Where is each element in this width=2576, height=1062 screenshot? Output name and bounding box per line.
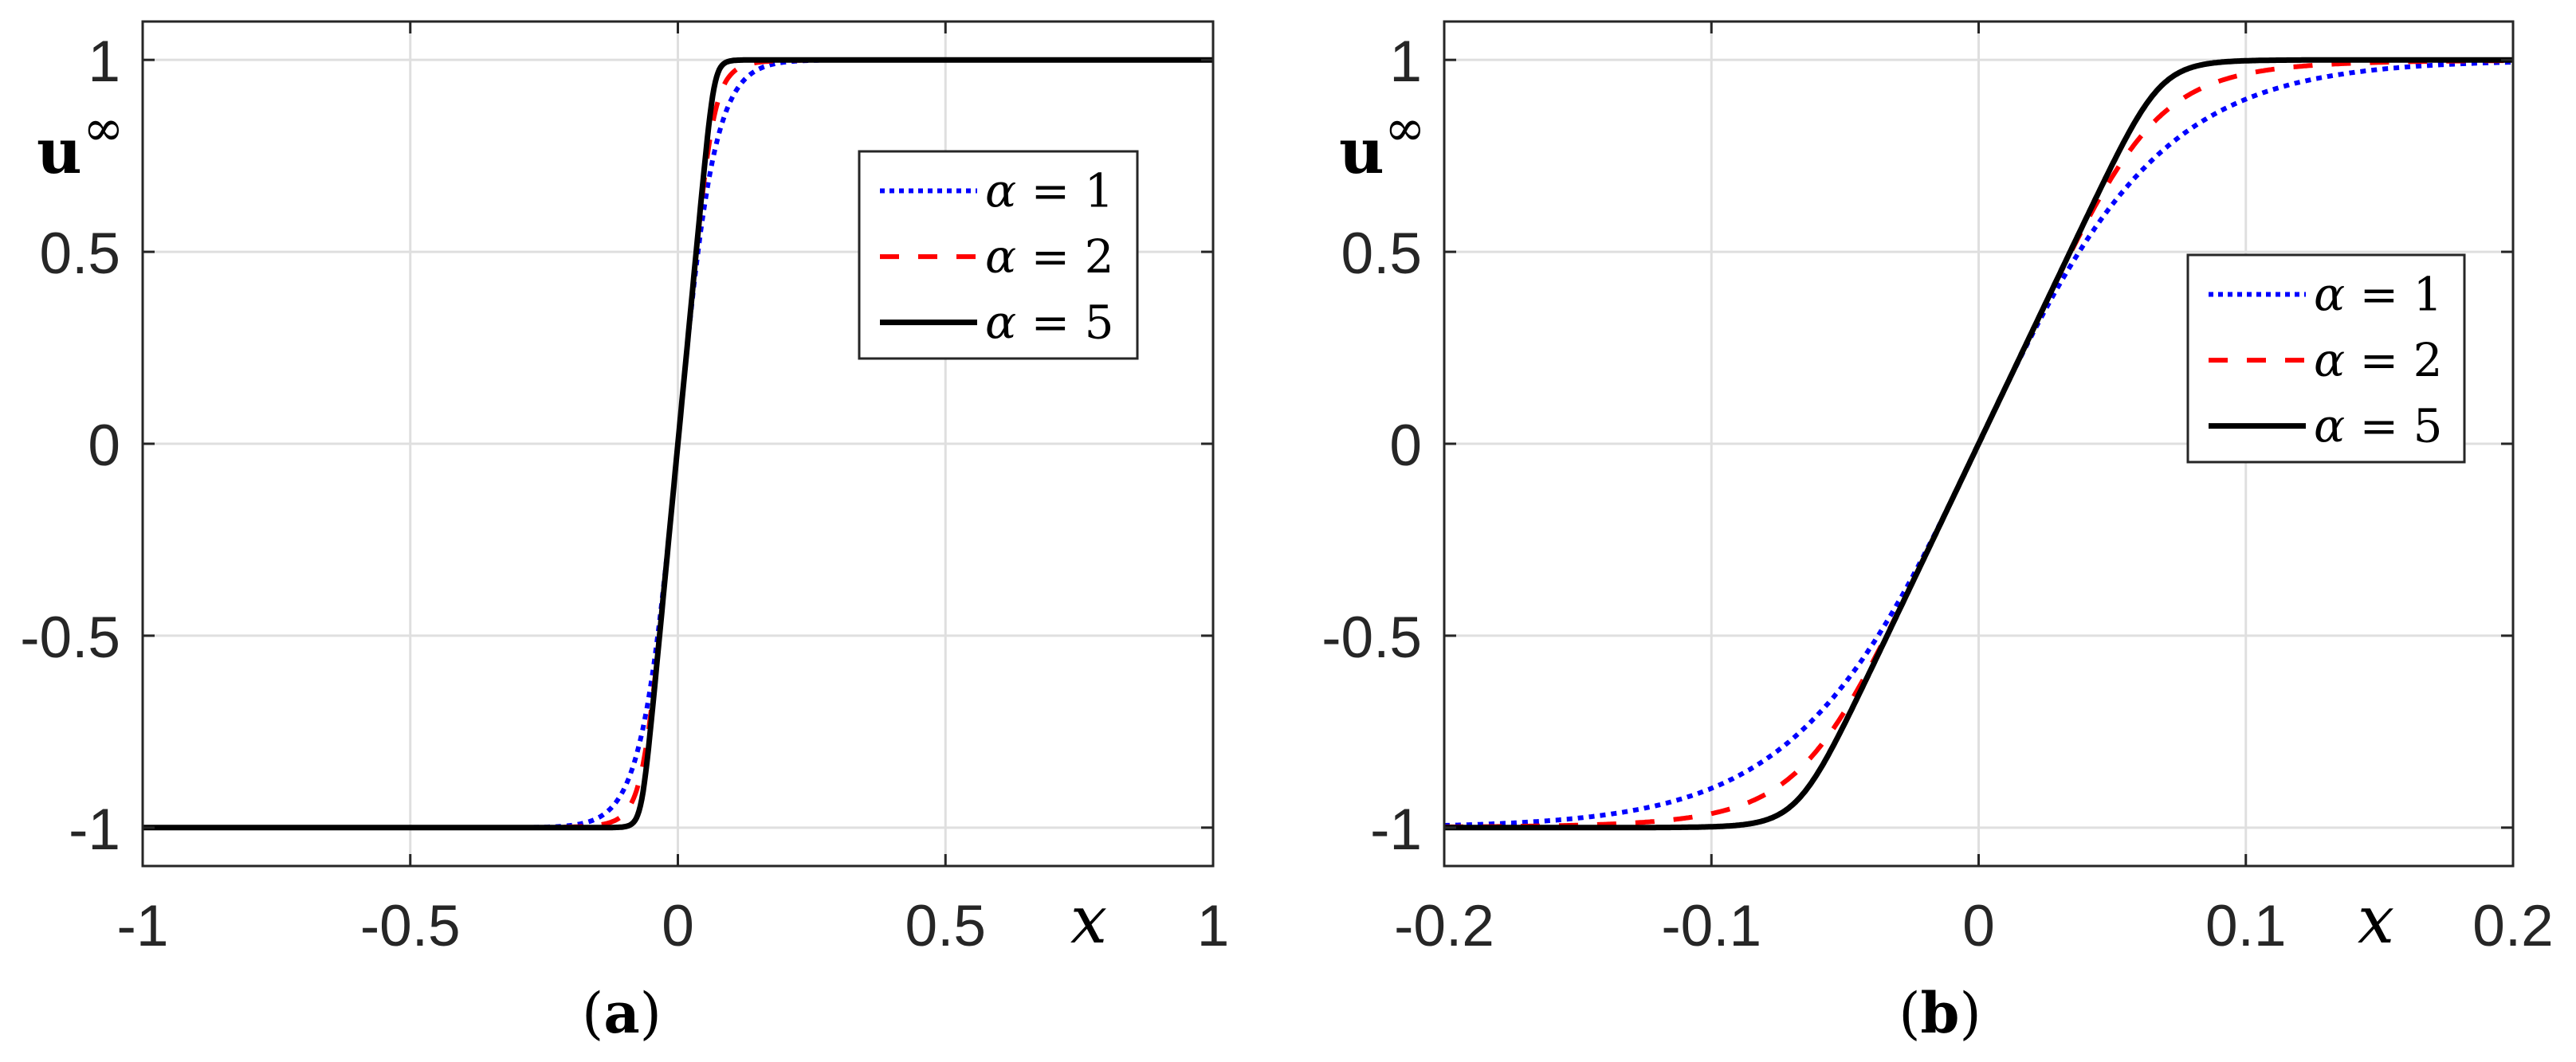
y-axis-label-base: u <box>37 116 82 188</box>
legend-label-alpha2: α = 2 <box>2314 333 2443 387</box>
axes-frame <box>141 20 1215 868</box>
legend: α = 1 α = 2 α = 5 <box>2186 253 2466 464</box>
tick-labels: -0.2 -0.1 0 0.1 0.2 -1 -0.5 0 0.5 1 <box>1321 29 2554 958</box>
y-axis-label-base: u <box>1339 116 1384 188</box>
y-tick-label: -0.5 <box>1321 605 1422 670</box>
x-tick-label: -0.2 <box>1394 894 1494 958</box>
y-tick-label: -0.5 <box>20 605 120 670</box>
panel-caption-b: (b) <box>1899 980 1981 1046</box>
y-axis-label: u ∞ <box>1339 99 1426 188</box>
y-axis-label: u ∞ <box>37 99 124 188</box>
legend-label-alpha5: α = 5 <box>2314 399 2443 453</box>
panel-a: -1 -0.5 0 0.5 1-1-0.500.51 u ∞ x α = 1α = 2α… <box>20 20 1229 1046</box>
y-axis-label-superscript: ∞ <box>1384 99 1426 157</box>
y-tick-label: -1 <box>69 797 120 862</box>
y-tick-label: 0 <box>1389 413 1422 478</box>
legend: α = 1 α = 2 α = 5 <box>858 150 1139 360</box>
x-tick-label: 0.2 <box>2472 894 2553 958</box>
axes-frame <box>1443 20 2515 868</box>
x-axis-label: x <box>2358 883 2394 958</box>
line-alpha5 <box>1444 57 2513 831</box>
line-alpha5 <box>143 57 1213 831</box>
y-tick-label: 0.5 <box>40 221 120 286</box>
y-tick-label: -1 <box>1370 797 1422 862</box>
legend-label-alpha5: α = 5 <box>985 296 1114 350</box>
plot-lines <box>1444 57 2513 831</box>
plot-lines <box>143 57 1213 831</box>
legend-label-alpha1: α = 1 <box>985 164 1114 218</box>
y-tick-label: 0 <box>88 413 120 478</box>
panel-b: -0.2 -0.1 0 0.1 0.2-1-0.500.51 u ∞ x α = 1α … <box>1321 20 2554 1046</box>
x-axis-label: x <box>1070 883 1107 958</box>
x-tick-label: 0 <box>662 894 694 958</box>
x-tick-label: -0.5 <box>360 894 461 958</box>
x-tick-label: 0.5 <box>905 894 986 958</box>
x-tick-label: -0.1 <box>1661 894 1761 958</box>
y-axis-label-superscript: ∞ <box>83 99 124 157</box>
y-tick-label: 1 <box>88 29 120 94</box>
y-tick-label: 1 <box>1389 29 1422 94</box>
legend-label-alpha2: α = 2 <box>985 229 1114 284</box>
panel-caption-a: (a) <box>582 980 662 1046</box>
y-tick-label: 0.5 <box>1341 221 1422 286</box>
legend-label-alpha1: α = 1 <box>2314 268 2443 322</box>
x-tick-label: 1 <box>1197 894 1230 958</box>
x-tick-label: 0 <box>1962 894 1995 958</box>
tick-labels: -1 -0.5 0 0.5 1 -1 -0.5 0 0.5 1 <box>20 29 1229 958</box>
x-tick-label: 0.1 <box>2205 894 2286 958</box>
x-tick-label: -1 <box>117 894 169 958</box>
